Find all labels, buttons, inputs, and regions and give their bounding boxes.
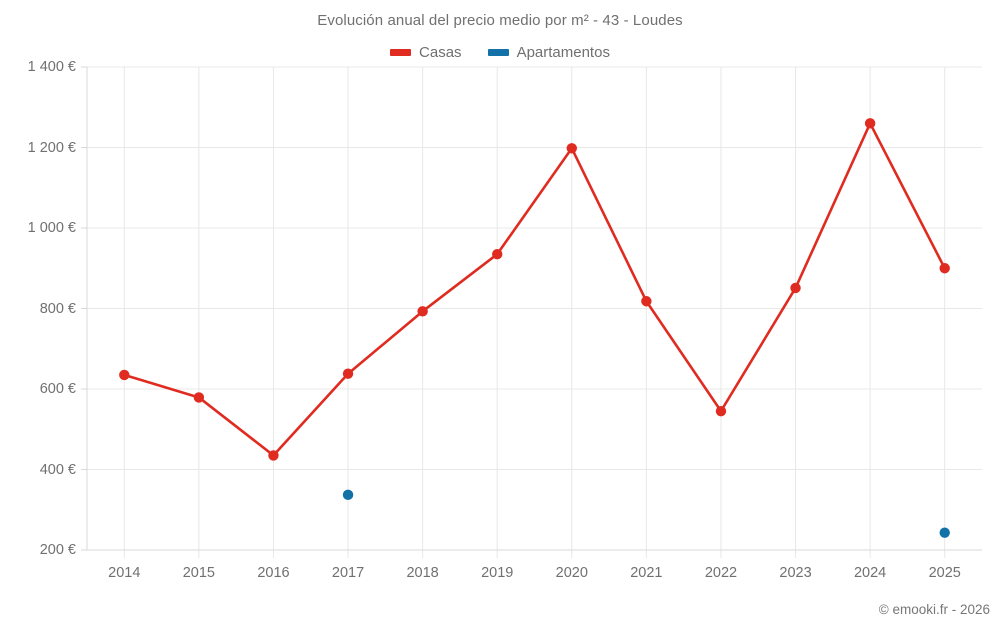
copyright-credit: © emooki.fr - 2026 bbox=[878, 602, 990, 617]
y-axis: 200 € 400 € 600 € 800 € 1 000 € 1 200 € 1 400 … bbox=[0, 0, 76, 625]
x-tick-label: 2014 bbox=[108, 565, 141, 581]
x-tick-label: 2017 bbox=[331, 565, 365, 581]
x-tick-label: 2024 bbox=[853, 565, 887, 581]
x-tick-label: 2019 bbox=[481, 565, 514, 581]
data-point bbox=[641, 296, 652, 307]
y-tick-label: 1 200 € bbox=[27, 139, 76, 156]
y-tick-label: 600 € bbox=[39, 381, 76, 397]
x-tick-label: 2015 bbox=[182, 565, 216, 581]
y-tick-label: 800 € bbox=[39, 300, 76, 317]
y-tick-label: 200 € bbox=[39, 542, 76, 558]
legend-label-apartamentos: Apartamentos bbox=[516, 44, 610, 61]
x-tick-label: 2021 bbox=[630, 565, 663, 581]
data-point bbox=[790, 282, 801, 294]
x-tick-label: 2018 bbox=[406, 565, 439, 581]
series-apartamentos bbox=[342, 489, 950, 538]
data-point bbox=[342, 489, 354, 501]
data-point bbox=[193, 392, 205, 403]
data-point bbox=[119, 369, 130, 381]
legend-item-casas[interactable]: Casas bbox=[390, 44, 462, 61]
legend-label-casas: Casas bbox=[419, 44, 462, 61]
data-point bbox=[939, 527, 950, 538]
x-tick-label: 2023 bbox=[779, 565, 812, 581]
data-point bbox=[864, 118, 876, 129]
data-point bbox=[268, 450, 279, 461]
chart-title: Evolución anual del precio medio por m² … bbox=[317, 12, 683, 29]
x-tick-label: 2025 bbox=[928, 565, 961, 581]
y-tick-label: 1 000 € bbox=[27, 220, 76, 236]
y-tick-marks bbox=[81, 66, 87, 551]
x-tick-label: 2020 bbox=[555, 565, 588, 581]
data-point bbox=[417, 306, 428, 317]
data-point bbox=[715, 405, 727, 417]
y-tick-label: 400 € bbox=[39, 461, 76, 478]
legend-swatch-casas bbox=[390, 49, 412, 56]
x-tick-label: 2016 bbox=[257, 565, 290, 581]
data-point bbox=[342, 368, 354, 379]
y-tick-label: 1 400 € bbox=[27, 59, 76, 75]
legend-item-apartamentos[interactable]: Apartamentos bbox=[487, 44, 610, 61]
legend-swatch-apartamentos bbox=[487, 49, 509, 56]
series-casas bbox=[119, 118, 950, 461]
x-tick-label: 2022 bbox=[704, 565, 738, 581]
data-point bbox=[492, 248, 503, 260]
data-point bbox=[939, 263, 950, 274]
chart-legend: Casas Apartamentos bbox=[0, 44, 1000, 61]
data-point bbox=[566, 143, 577, 154]
